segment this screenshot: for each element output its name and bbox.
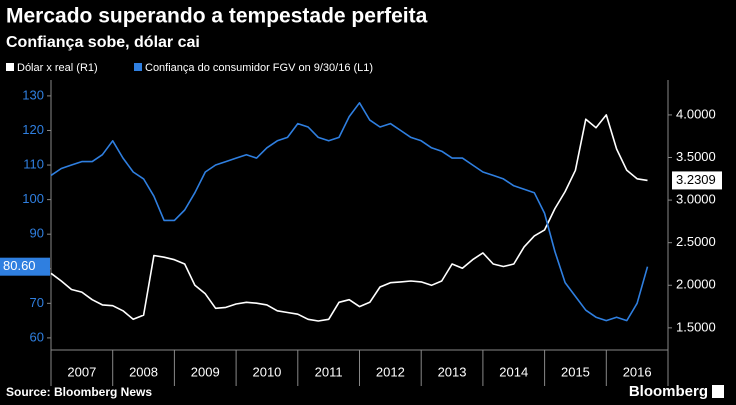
legend-swatch xyxy=(134,63,142,71)
x-tick-label: 2013 xyxy=(438,364,467,379)
x-tick-label: 2009 xyxy=(191,364,220,379)
series-line xyxy=(50,102,649,322)
chart-title: Mercado superando a tempestade perfeita xyxy=(6,5,428,28)
value-flag xyxy=(672,171,722,190)
x-tick-label: 2008 xyxy=(129,364,158,379)
x-tick-label: 2007 xyxy=(67,364,96,379)
legend-swatch xyxy=(6,63,14,71)
brand: Bloomberg xyxy=(629,383,708,400)
y2-tick-label: 4.0000 xyxy=(676,106,716,121)
legend-label: Dólar x real (R1) xyxy=(17,62,98,74)
y-tick-label: 110 xyxy=(23,156,44,171)
source: Source: Bloomberg News xyxy=(6,385,152,399)
legend-label: Confiança do consumidor FGV on 9/30/16 (… xyxy=(145,62,373,74)
y2-tick-label: 2.5000 xyxy=(676,234,716,249)
x-tick-label: 2011 xyxy=(315,364,343,379)
y-tick-label: 100 xyxy=(22,191,44,206)
chart-subtitle: Confiança sobe, dólar cai xyxy=(6,34,200,51)
x-tick-label: 2012 xyxy=(376,364,405,379)
series-line xyxy=(50,114,648,322)
y-tick-label: 90 xyxy=(30,226,44,241)
y-tick-label: 60 xyxy=(30,329,44,344)
y2-tick-label: 3.0000 xyxy=(676,192,716,207)
value-flag xyxy=(0,257,50,276)
x-tick-label: 2015 xyxy=(561,364,590,379)
value-label: 3.2309 xyxy=(676,172,716,187)
value-label: 80.60 xyxy=(3,258,36,273)
x-tick-label: 2014 xyxy=(499,364,528,379)
y-tick-label: 70 xyxy=(30,295,44,310)
y2-tick-label: 3.5000 xyxy=(676,149,716,164)
brand-icon xyxy=(712,385,724,398)
y2-tick-label: 2.0000 xyxy=(676,277,716,292)
y-tick-label: 130 xyxy=(22,87,44,102)
x-tick-label: 2010 xyxy=(252,364,281,379)
x-tick-label: 2016 xyxy=(623,364,652,379)
y2-tick-label: 1.5000 xyxy=(676,319,716,334)
y-tick-label: 120 xyxy=(22,122,44,137)
